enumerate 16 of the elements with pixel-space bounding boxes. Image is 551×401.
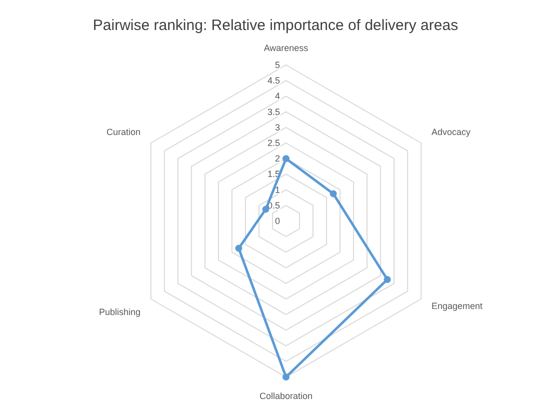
y-tick-label: 1	[274, 184, 280, 195]
y-tick-label: 0	[274, 216, 280, 226]
spoke-label: Awareness	[264, 43, 309, 53]
spoke-label: Advocacy	[431, 127, 472, 137]
spoke-label: Publishing	[98, 307, 141, 317]
y-tick-label: 4.5	[267, 76, 280, 86]
y-tick-label: 2.5	[267, 138, 280, 148]
y-tick-label: 2	[274, 154, 280, 164]
chart-title: Pairwise ranking: Relative importance of delivery areas	[92, 17, 458, 34]
spoke-label: Engagement	[431, 301, 484, 311]
y-tick-label: 3	[274, 122, 280, 132]
spoke-label: Collaboration	[259, 391, 313, 401]
y-tick-label: 3.5	[267, 106, 280, 117]
y-tick-label: 5	[274, 60, 280, 70]
spoke-label: Curation	[106, 127, 141, 137]
y-tick-label: 4	[274, 91, 280, 102]
